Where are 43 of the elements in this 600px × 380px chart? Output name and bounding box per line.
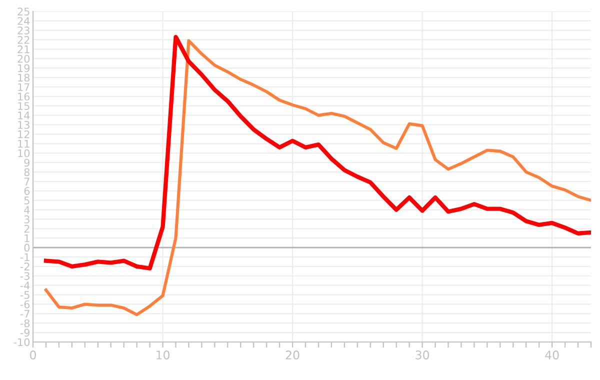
- y-tick-label: 21: [18, 45, 30, 54]
- x-tick-label: 0: [30, 350, 36, 360]
- y-tick-label: -2: [20, 262, 30, 270]
- y-tick-label: -4: [20, 282, 30, 290]
- y-tick-label: 0: [24, 244, 30, 252]
- x-tick-label: 10: [156, 350, 170, 360]
- y-tick-label: 4: [24, 206, 30, 214]
- y-tick-label: 11: [18, 140, 30, 148]
- y-tick-label: 24: [18, 17, 30, 25]
- y-tick-label: -8: [20, 319, 30, 328]
- line-series: [44, 34, 591, 270]
- y-tick-label: -5: [20, 291, 30, 299]
- y-tick-label: 8: [24, 168, 30, 176]
- y-tick-label: 25: [18, 8, 30, 16]
- y-tick-label: 10: [18, 149, 30, 158]
- y-tick-label: 16: [18, 92, 30, 101]
- y-tick-label: 7: [24, 178, 30, 186]
- y-tick-label: 14: [18, 112, 30, 120]
- x-tick-label: 40: [545, 350, 559, 360]
- y-tick-label: 18: [18, 74, 30, 82]
- y-tick-label: 1: [24, 234, 30, 242]
- y-tick-label: 17: [18, 83, 30, 91]
- y-tick-label: 9: [24, 158, 30, 167]
- line-series: [44, 39, 591, 316]
- y-tick-label: -6: [20, 300, 30, 308]
- x-tick-label: 30: [416, 350, 430, 360]
- y-tick-label: 22: [18, 36, 30, 44]
- y-tick-label: 5: [24, 196, 30, 204]
- y-tick-label: 23: [18, 26, 30, 34]
- y-tick-label: 19: [18, 64, 30, 72]
- y-tick-label: 13: [18, 120, 30, 129]
- y-tick-label: 6: [24, 187, 30, 195]
- y-tick-label: 12: [18, 130, 30, 138]
- y-tick-label: -7: [20, 310, 30, 318]
- y-tick-label: 15: [18, 102, 30, 110]
- y-tick-label: 2: [24, 224, 30, 233]
- y-tick-label: 20: [18, 54, 30, 63]
- y-tick-label: -9: [20, 328, 30, 337]
- y-tick-label: 3: [24, 215, 30, 224]
- y-tick-label: -1: [20, 253, 30, 261]
- y-tick-label: -3: [20, 272, 30, 280]
- y-tick-label: -10: [14, 338, 30, 346]
- x-tick-label: 20: [286, 350, 300, 360]
